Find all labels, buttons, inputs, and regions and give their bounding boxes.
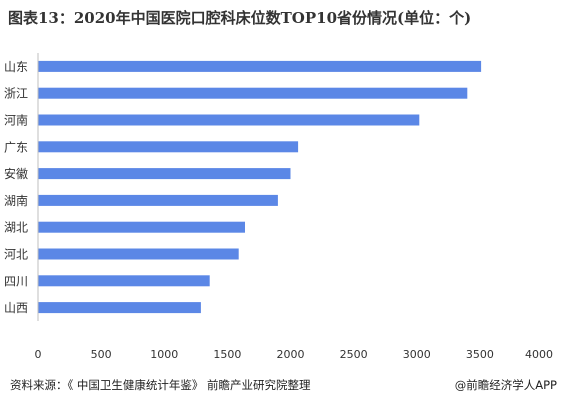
bar: [38, 60, 482, 72]
x-tick-label: 1000: [150, 348, 178, 361]
bar: [38, 248, 239, 260]
category-label: 湖北: [4, 220, 28, 235]
category-label: 湖南: [4, 193, 28, 208]
category-label: 河北: [4, 248, 28, 262]
x-tick-label: 0: [35, 348, 42, 361]
category-label: 山西: [4, 301, 28, 315]
bar: [38, 221, 245, 233]
x-tick-label: 3000: [403, 348, 431, 361]
category-label: 四川: [4, 274, 28, 288]
category-label: 河南: [4, 113, 28, 128]
bar: [38, 302, 201, 314]
bar: [38, 275, 210, 287]
x-tick-label: 3500: [466, 348, 494, 361]
category-label: 广东: [4, 140, 28, 154]
bar: [38, 87, 468, 99]
category-label: 安徽: [4, 166, 28, 181]
source-note: 资料来源：《 中国卫生健康统计年鉴》 前瞻产业研究院整理: [10, 378, 311, 392]
category-label: 浙江: [4, 87, 28, 101]
brand-label: @前瞻经济学人APP: [454, 378, 557, 392]
x-tick-label: 4000: [525, 348, 553, 361]
bar: [38, 168, 291, 180]
chart-title: 图表13：2020年中国医院口腔科床位数TOP10省份情况(单位：个): [8, 9, 472, 27]
x-tick-label: 500: [91, 348, 112, 361]
bar: [38, 194, 278, 206]
bar: [38, 114, 420, 126]
x-tick-label: 1500: [213, 348, 241, 361]
category-label: 山东: [4, 60, 28, 74]
bar: [38, 141, 299, 153]
x-tick-label: 2000: [277, 348, 305, 361]
x-tick-label: 2500: [340, 348, 368, 361]
